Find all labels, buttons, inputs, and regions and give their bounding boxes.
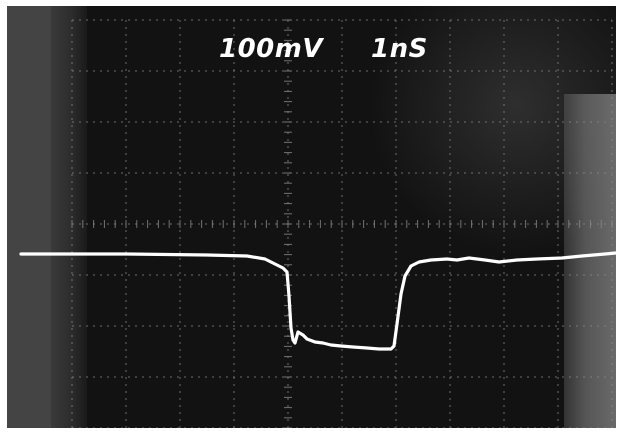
graticule-center-ticks [71, 19, 613, 428]
time-per-division-label: 1nS [371, 34, 428, 64]
left-bezel-shade [7, 6, 51, 428]
volts-per-division-label: 100mV [219, 34, 323, 64]
screen-glare [367, 6, 616, 256]
signal-trace [19, 251, 616, 351]
oscilloscope-screen: 100mV 1nS [7, 6, 616, 428]
left-bezel [51, 6, 87, 428]
graticule [19, 19, 616, 428]
right-bezel [564, 94, 616, 428]
